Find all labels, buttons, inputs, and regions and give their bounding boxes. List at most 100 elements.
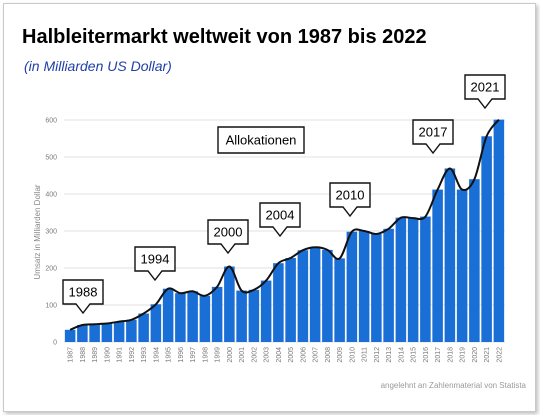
- bar-2019: [456, 189, 468, 342]
- bar-2003: [260, 280, 272, 342]
- x-tick-label: 1998: [202, 347, 209, 363]
- bar-1997: [187, 291, 198, 342]
- x-tick-label: 2019: [460, 347, 467, 363]
- bar-1998: [199, 295, 211, 342]
- x-tick-label: 2018: [447, 347, 454, 363]
- x-tick-label: 2008: [325, 347, 332, 363]
- bar-2013: [383, 228, 394, 342]
- bar-1994: [150, 304, 162, 342]
- bar-1996: [175, 293, 186, 342]
- x-tick-label: 2011: [362, 347, 369, 362]
- x-tick-label: 1993: [141, 347, 148, 363]
- callout-label: 2000: [214, 225, 243, 240]
- y-axis-label: Umsatz in Milliarden Dollar: [33, 184, 42, 279]
- callout-box: [259, 202, 301, 238]
- x-tick-label: 1991: [117, 347, 124, 363]
- y-tick-label: 400: [45, 192, 57, 199]
- bar-1987: [64, 329, 76, 342]
- bar-2016: [420, 216, 431, 342]
- bar-1988: [77, 324, 88, 342]
- x-tick-label: 2001: [239, 347, 246, 363]
- bar-2022: [493, 119, 505, 342]
- callout-box: [62, 279, 104, 315]
- bar-2006: [297, 250, 309, 342]
- x-tick-label: 2012: [374, 347, 381, 363]
- bar-2021: [481, 136, 492, 342]
- bar-1995: [162, 288, 174, 342]
- x-tick-label: 2020: [472, 347, 479, 363]
- bar-1999: [211, 286, 223, 342]
- bar-2008: [322, 249, 333, 342]
- chart-title: Halbleitermarkt weltweit von 1987 bis 20…: [22, 26, 427, 48]
- callout-label: Allokationen: [226, 133, 297, 148]
- x-tick-label: 2021: [484, 347, 491, 363]
- x-tick-label: 1987: [68, 347, 75, 363]
- callout-label: 1994: [141, 252, 170, 267]
- x-tick-label: 2016: [423, 347, 430, 363]
- y-axis-ticks: 0 100 200 300 400 500 600: [45, 118, 57, 347]
- y-tick-label: 600: [45, 118, 57, 125]
- x-tick-label: 1990: [104, 347, 111, 363]
- x-tick-label: 2005: [288, 347, 295, 363]
- x-tick-label: 2015: [411, 347, 418, 363]
- bar-1991: [113, 321, 125, 342]
- x-tick-label: 2002: [251, 347, 258, 363]
- bar-2014: [395, 217, 407, 342]
- x-tick-label: 1992: [129, 347, 136, 363]
- x-axis-ticks: 1987 1988 1989 1990 1991 1992 1993 1994 1995 1996…: [68, 347, 504, 363]
- annotation-callouts: Allokationen 1988 1994 2000 2004 2010 2017 2021: [62, 74, 506, 315]
- callout-box: [134, 246, 176, 282]
- y-tick-label: 500: [45, 155, 57, 162]
- x-tick-label: 2010: [349, 347, 356, 363]
- bar-1989: [89, 324, 100, 342]
- callout-box: [217, 126, 305, 154]
- y-tick-label: 100: [45, 303, 57, 310]
- x-tick-label: 2014: [398, 347, 405, 363]
- y-tick-label: 300: [45, 229, 57, 236]
- x-tick-label: 1996: [178, 347, 185, 363]
- bar-2007: [309, 247, 321, 342]
- x-tick-label: 2022: [496, 347, 503, 363]
- bar-2018: [444, 168, 456, 342]
- callout-box: [412, 119, 454, 155]
- bar-2005: [285, 258, 296, 342]
- bar-2000: [224, 266, 235, 342]
- callout-label: 2010: [336, 188, 365, 203]
- bar-1990: [101, 323, 113, 342]
- x-tick-label: 1989: [92, 347, 99, 363]
- bar-2004: [273, 263, 284, 342]
- x-tick-label: 1988: [80, 347, 87, 363]
- x-tick-label: 1994: [153, 347, 160, 363]
- x-tick-label: 2007: [313, 347, 320, 363]
- x-tick-label: 2017: [435, 347, 442, 363]
- x-tick-label: 2000: [227, 347, 234, 363]
- y-tick-label: 0: [53, 340, 57, 347]
- x-tick-label: 2009: [337, 347, 344, 363]
- x-tick-label: 2006: [300, 347, 307, 363]
- bar-2001: [236, 290, 247, 342]
- source-note: angelehnt an Zahlenmaterial von Statista: [380, 381, 526, 390]
- bar-1993: [138, 313, 149, 342]
- callout-label: 2021: [471, 80, 500, 95]
- callout-box: [329, 182, 371, 218]
- bar-2012: [371, 233, 382, 342]
- bar-2017: [432, 189, 443, 342]
- x-tick-label: 1999: [215, 347, 222, 363]
- y-tick-label: 200: [45, 266, 57, 273]
- bar-2010: [346, 231, 358, 342]
- x-tick-label: 2004: [276, 347, 283, 363]
- x-tick-label: 2003: [264, 347, 271, 363]
- bar-2015: [407, 218, 419, 342]
- callout-label: 1988: [69, 285, 98, 300]
- callout-box: [464, 74, 506, 110]
- x-tick-label: 1995: [166, 347, 173, 363]
- callout-label: 2017: [419, 125, 448, 140]
- callout-label: 2004: [266, 208, 295, 223]
- x-tick-label: 1997: [190, 347, 197, 363]
- x-tick-label: 2013: [386, 347, 393, 363]
- bar-2011: [358, 231, 370, 342]
- bar-1992: [126, 319, 137, 342]
- bar-2009: [334, 258, 345, 342]
- bars: [64, 119, 505, 342]
